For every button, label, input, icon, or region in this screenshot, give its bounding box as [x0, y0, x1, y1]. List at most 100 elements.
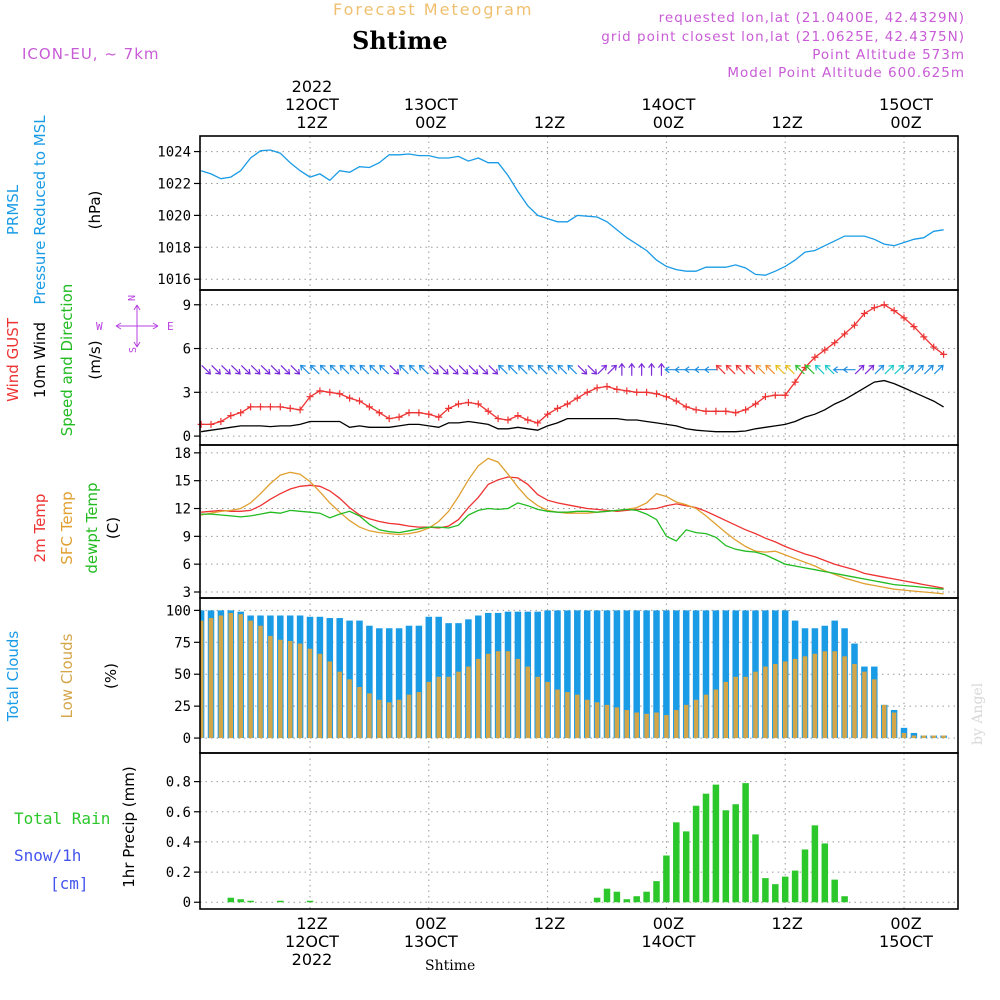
panel-title-wind: 10m Wind	[31, 322, 49, 398]
gust-marker	[910, 323, 918, 331]
total-cloudsbar	[554, 610, 561, 739]
low-cloudsbar	[476, 658, 481, 739]
total-rainbar	[712, 784, 720, 903]
wind-direction-arrow	[379, 364, 389, 375]
gust-marker	[306, 393, 314, 401]
grid-point-coordinates: grid point closest lon,lat (21.0625E, 42…	[601, 29, 965, 45]
low-cloudsbar	[782, 661, 788, 739]
top-axis-label: 00Z	[415, 113, 446, 132]
wind-direction-arrow	[715, 364, 726, 375]
wind-direction-arrow	[628, 362, 636, 376]
wind-gust-line	[201, 304, 944, 426]
wind-direction-arrow	[864, 364, 875, 375]
total-rainbar	[742, 783, 749, 903]
gust-marker	[336, 390, 344, 398]
footer-place-label: Shtime	[425, 958, 476, 974]
low-cloudsbar	[881, 704, 887, 739]
product-title: Forecast Meteogram	[333, 0, 534, 19]
low-cloudsbar	[703, 694, 709, 739]
gust-marker	[890, 307, 898, 315]
wind-direction-arrow	[468, 365, 479, 375]
total-cloudsbar	[653, 610, 660, 739]
total-rainbar	[623, 899, 631, 903]
low-cloudsbar	[297, 643, 303, 739]
total-rainbar	[841, 896, 848, 903]
low-cloudsbar	[674, 709, 679, 739]
total-rainbar	[227, 897, 235, 903]
y-tick-label: 6	[183, 557, 191, 573]
gust-marker	[296, 406, 304, 414]
wind-direction-arrow	[448, 365, 459, 375]
gust-marker	[464, 399, 472, 407]
low-cloudsbar	[624, 709, 630, 739]
total-rainbar	[692, 805, 700, 903]
gust-marker	[395, 413, 403, 421]
gust-marker	[821, 346, 829, 354]
gust-marker	[207, 420, 215, 428]
low-cloudsbar	[921, 735, 927, 739]
wind-direction-arrow	[804, 364, 815, 375]
low-cloudsbar	[386, 702, 392, 739]
bottom-axis-label: 14OCT	[641, 932, 695, 951]
wind-direction-arrow	[300, 364, 310, 375]
wind-direction-arrow	[488, 365, 499, 375]
gust-marker	[851, 321, 858, 329]
low-cloudsbar	[200, 620, 204, 739]
total-rainbar	[237, 899, 244, 903]
low-cloudsbar	[347, 679, 352, 739]
panel-temperature: 3 6 9 12 15 18	[174, 444, 959, 601]
low-cloudsbar	[713, 689, 719, 739]
panel-title-temperature: dewpt Temp	[83, 482, 101, 573]
wind-direction-arrow	[221, 365, 231, 375]
panel-title-pressure: PRMSL	[4, 184, 22, 235]
low-cloudsbar	[426, 681, 432, 739]
gust-marker	[880, 301, 888, 309]
gust-marker	[375, 409, 383, 417]
wind-direction-arrow	[280, 365, 291, 375]
low-cloudsbar	[901, 732, 907, 739]
total-cloudsbar	[702, 610, 710, 739]
panel-title-clouds: (%)	[102, 663, 120, 689]
y-tick-label: 0	[183, 429, 191, 445]
gust-marker	[534, 419, 542, 427]
wind-direction-arrow	[618, 362, 626, 376]
gust-marker	[781, 391, 789, 399]
low-cloudsbar	[763, 666, 768, 739]
gust-marker	[415, 409, 423, 417]
low-cloudsbar	[495, 651, 501, 739]
gust-marker	[623, 387, 631, 395]
low-cloudsbar	[872, 679, 877, 739]
gust-marker	[514, 412, 522, 420]
gust-marker	[247, 403, 255, 411]
gust-marker	[653, 390, 660, 398]
wind-direction-arrow	[745, 364, 756, 375]
panel-frame	[199, 752, 959, 910]
top-axis-label: 12Z	[534, 113, 565, 132]
low-cloudsbar	[525, 666, 531, 739]
bottom-axis-label: 00Z	[890, 914, 921, 933]
panel-titles: PRMSL Pressure Reduced to MSL (hPa) Wind GU…	[4, 115, 138, 893]
total-cloudsbar	[346, 620, 353, 739]
total-cloudsbar	[673, 610, 680, 739]
wind-direction-arrow	[369, 364, 380, 375]
low-cloudsbar	[416, 692, 422, 739]
y-tick-label: 0.6	[166, 805, 191, 821]
gust-marker	[257, 403, 264, 411]
compass-rose: N S W E	[96, 295, 174, 353]
wind-direction-arrow	[418, 364, 429, 375]
gust-marker	[930, 343, 938, 351]
compass-south: S	[128, 347, 139, 353]
wind-direction-arrow	[399, 364, 409, 375]
gust-marker	[613, 385, 621, 393]
gust-marker	[752, 400, 759, 408]
panel-frame	[199, 135, 959, 291]
low-cloudsbar	[644, 713, 649, 739]
total-cloudsbar	[633, 610, 640, 739]
compass-ns-arrow	[133, 304, 141, 348]
total-cloudsbar	[692, 610, 700, 739]
low-cloudsbar	[505, 651, 511, 739]
total-rainbar	[653, 881, 660, 903]
wind-direction-arrow	[854, 364, 865, 375]
low-cloudsbar	[208, 618, 214, 739]
panel-title-temperature: 2m Temp	[31, 494, 49, 563]
